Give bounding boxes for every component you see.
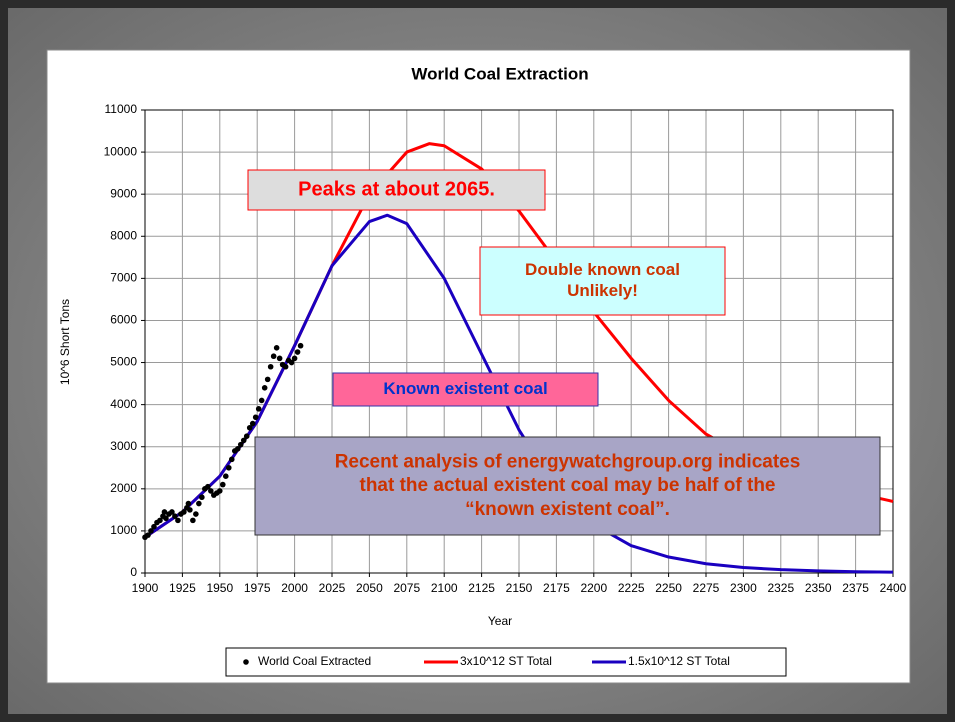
data-point xyxy=(240,437,247,444)
x-tick-label: 2375 xyxy=(842,581,869,595)
data-point xyxy=(255,406,262,412)
legend-label: 3x10^12 ST Total xyxy=(460,654,552,668)
x-tick-label: 1950 xyxy=(206,581,233,595)
annotation-text: that the actual existent coal may be hal… xyxy=(360,475,776,496)
y-tick-label: 1000 xyxy=(110,523,137,537)
data-point xyxy=(282,363,289,370)
legend-marker xyxy=(243,659,249,665)
data-point xyxy=(161,509,168,515)
annotation-box xyxy=(479,246,726,316)
data-point xyxy=(151,523,157,530)
annotation-box xyxy=(254,436,881,536)
x-tick-label: 1900 xyxy=(132,581,159,595)
data-point xyxy=(157,517,163,524)
data-point xyxy=(234,446,241,452)
legend-label: World Coal Extracted xyxy=(258,654,371,668)
data-point xyxy=(219,481,226,488)
data-point xyxy=(228,456,235,463)
y-tick-label: 5000 xyxy=(110,355,137,369)
data-point xyxy=(187,507,193,513)
data-point xyxy=(270,353,277,360)
data-point xyxy=(196,500,202,507)
x-tick-label: 2250 xyxy=(655,581,682,595)
y-tick-label: 9000 xyxy=(110,186,137,200)
data-point xyxy=(199,494,205,501)
annotation-text: Recent analysis of energywatchgroup.org … xyxy=(335,451,801,472)
data-point xyxy=(145,532,151,538)
data-point xyxy=(225,464,232,471)
y-tick-label: 0 xyxy=(130,565,137,579)
data-point xyxy=(217,488,223,494)
x-tick-label: 2225 xyxy=(618,581,645,595)
data-point xyxy=(273,345,280,351)
x-tick-label: 2100 xyxy=(431,581,458,595)
data-point xyxy=(237,441,244,448)
data-point xyxy=(181,509,187,515)
x-tick-label: 1925 xyxy=(169,581,196,595)
annotation-text: Peaks at about 2065. xyxy=(298,178,495,200)
data-point xyxy=(193,511,199,517)
data-point xyxy=(175,517,181,524)
data-point xyxy=(291,355,298,362)
annotation-box xyxy=(332,372,599,407)
x-tick-label: 2075 xyxy=(393,581,420,595)
data-point xyxy=(252,414,259,421)
data-point xyxy=(264,376,271,383)
x-tick-label: 2300 xyxy=(730,581,757,595)
data-point xyxy=(288,359,295,366)
data-point xyxy=(222,473,229,479)
x-tick-label: 2150 xyxy=(506,581,533,595)
x-tick-label: 2275 xyxy=(693,581,720,595)
data-point xyxy=(276,355,283,362)
data-point xyxy=(163,515,169,522)
x-tick-label: 1975 xyxy=(244,581,271,595)
y-tick-label: 10000 xyxy=(104,144,138,158)
chart-area xyxy=(46,49,911,684)
x-tick-label: 2350 xyxy=(805,581,832,595)
y-axis-label: 10^6 Short Tons xyxy=(58,299,72,385)
chart-title: World Coal Extraction xyxy=(411,64,588,83)
x-tick-label: 2125 xyxy=(468,581,495,595)
y-tick-label: 2000 xyxy=(110,481,137,495)
annotation-text: “known existent coal”. xyxy=(465,499,670,520)
data-point xyxy=(294,349,301,355)
x-tick-label: 2175 xyxy=(543,581,570,595)
x-tick-label: 2000 xyxy=(281,581,308,595)
data-point xyxy=(297,342,304,349)
y-tick-label: 6000 xyxy=(110,313,137,327)
data-point xyxy=(190,517,196,524)
y-tick-label: 8000 xyxy=(110,228,137,242)
data-point xyxy=(267,363,274,370)
data-point xyxy=(249,420,256,427)
data-point xyxy=(205,483,211,490)
x-tick-label: 2200 xyxy=(580,581,607,595)
y-tick-label: 3000 xyxy=(110,439,137,453)
data-point xyxy=(185,500,192,507)
x-tick-label: 2325 xyxy=(767,581,794,595)
data-point xyxy=(169,509,175,515)
x-tick-label: 2050 xyxy=(356,581,383,595)
annotation-text: Double known coal xyxy=(525,260,680,279)
y-tick-label: 4000 xyxy=(110,397,137,411)
legend-label: 1.5x10^12 ST Total xyxy=(628,654,730,668)
x-axis-label: Year xyxy=(488,614,512,628)
x-tick-label: 2025 xyxy=(319,581,346,595)
data-point xyxy=(258,397,265,404)
x-tick-label: 2400 xyxy=(880,581,907,595)
y-tick-label: 7000 xyxy=(110,271,137,285)
data-point xyxy=(243,433,250,440)
data-point xyxy=(172,513,178,519)
annotation-text: Known existent coal xyxy=(383,379,547,398)
data-point xyxy=(208,488,214,494)
legend-box xyxy=(225,647,787,677)
annotation-box xyxy=(247,169,546,211)
data-point xyxy=(261,385,268,391)
annotation-text: Unlikely! xyxy=(567,281,638,300)
data-point xyxy=(148,528,154,534)
data-point xyxy=(246,424,253,431)
plot-border xyxy=(144,109,894,574)
y-tick-label: 11000 xyxy=(105,102,138,116)
